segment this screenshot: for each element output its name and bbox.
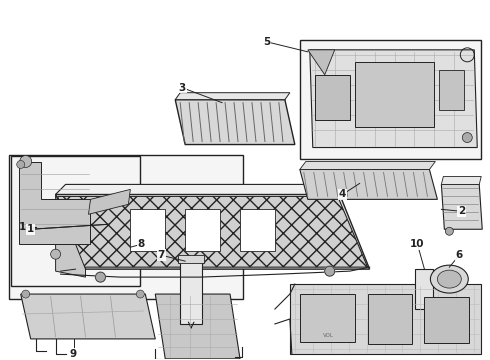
Bar — [440, 70, 465, 110]
Bar — [424, 297, 469, 343]
Polygon shape — [55, 194, 369, 269]
Polygon shape — [441, 184, 482, 229]
Text: 3: 3 — [178, 83, 186, 93]
Bar — [11, 157, 140, 286]
Circle shape — [20, 156, 32, 167]
Polygon shape — [175, 100, 295, 144]
Polygon shape — [290, 284, 481, 354]
Ellipse shape — [430, 265, 468, 293]
Polygon shape — [441, 176, 481, 184]
Bar — [178, 255, 204, 263]
Text: 9: 9 — [70, 349, 77, 359]
Circle shape — [445, 227, 453, 235]
Text: 2: 2 — [458, 206, 465, 216]
Text: 1: 1 — [19, 222, 26, 232]
Text: 5: 5 — [263, 37, 270, 47]
Polygon shape — [89, 189, 130, 214]
Polygon shape — [175, 93, 290, 100]
Polygon shape — [310, 50, 477, 148]
Polygon shape — [55, 184, 350, 194]
Ellipse shape — [438, 270, 461, 288]
Text: 7: 7 — [158, 250, 165, 260]
Polygon shape — [58, 196, 368, 267]
Bar — [416, 269, 433, 309]
Polygon shape — [155, 294, 240, 359]
Circle shape — [17, 161, 24, 168]
Bar — [300, 294, 355, 342]
Circle shape — [136, 290, 145, 298]
Bar — [240, 209, 275, 251]
Bar — [130, 209, 165, 251]
Circle shape — [50, 249, 61, 259]
Circle shape — [325, 266, 335, 276]
Circle shape — [462, 132, 472, 143]
Bar — [355, 62, 435, 127]
Polygon shape — [300, 162, 436, 170]
Bar — [315, 75, 350, 120]
Text: 4: 4 — [339, 189, 346, 199]
Text: 6: 6 — [456, 250, 463, 260]
Text: 8: 8 — [138, 239, 145, 249]
Circle shape — [22, 290, 30, 298]
Polygon shape — [300, 170, 438, 199]
Bar — [180, 259, 202, 324]
Circle shape — [96, 272, 105, 282]
Polygon shape — [21, 294, 155, 339]
Text: 10: 10 — [410, 239, 425, 249]
Bar — [368, 294, 413, 344]
Text: 1: 1 — [27, 224, 34, 234]
Bar — [9, 154, 243, 299]
Bar — [300, 40, 481, 159]
Polygon shape — [55, 194, 86, 277]
Polygon shape — [308, 50, 335, 75]
Text: VOL: VOL — [323, 333, 334, 338]
Polygon shape — [19, 162, 91, 244]
Bar — [185, 209, 220, 251]
